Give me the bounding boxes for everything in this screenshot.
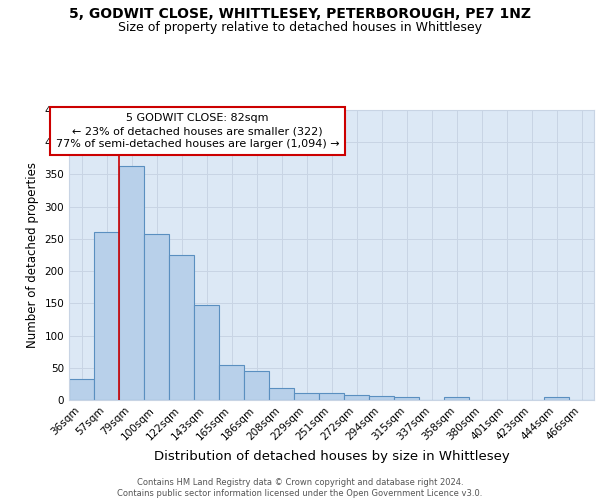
Bar	[369, 396, 394, 400]
Bar	[544, 398, 569, 400]
Text: Size of property relative to detached houses in Whittlesey: Size of property relative to detached ho…	[118, 21, 482, 34]
Bar	[169, 255, 194, 400]
Y-axis label: Number of detached properties: Number of detached properties	[26, 162, 39, 348]
X-axis label: Distribution of detached houses by size in Whittlesey: Distribution of detached houses by size …	[154, 450, 509, 463]
Bar	[394, 397, 419, 400]
Bar	[294, 393, 319, 400]
Bar	[144, 234, 169, 400]
Bar	[119, 166, 144, 400]
Bar	[269, 388, 294, 400]
Bar	[194, 304, 219, 400]
Bar	[219, 364, 244, 400]
Bar	[444, 398, 469, 400]
Bar	[244, 371, 269, 400]
Bar	[344, 395, 369, 400]
Text: 5 GODWIT CLOSE: 82sqm
← 23% of detached houses are smaller (322)
77% of semi-det: 5 GODWIT CLOSE: 82sqm ← 23% of detached …	[56, 113, 340, 150]
Bar	[319, 393, 344, 400]
Bar	[69, 378, 94, 400]
Bar	[94, 232, 119, 400]
Text: 5, GODWIT CLOSE, WHITTLESEY, PETERBOROUGH, PE7 1NZ: 5, GODWIT CLOSE, WHITTLESEY, PETERBOROUG…	[69, 8, 531, 22]
Text: Contains HM Land Registry data © Crown copyright and database right 2024.
Contai: Contains HM Land Registry data © Crown c…	[118, 478, 482, 498]
